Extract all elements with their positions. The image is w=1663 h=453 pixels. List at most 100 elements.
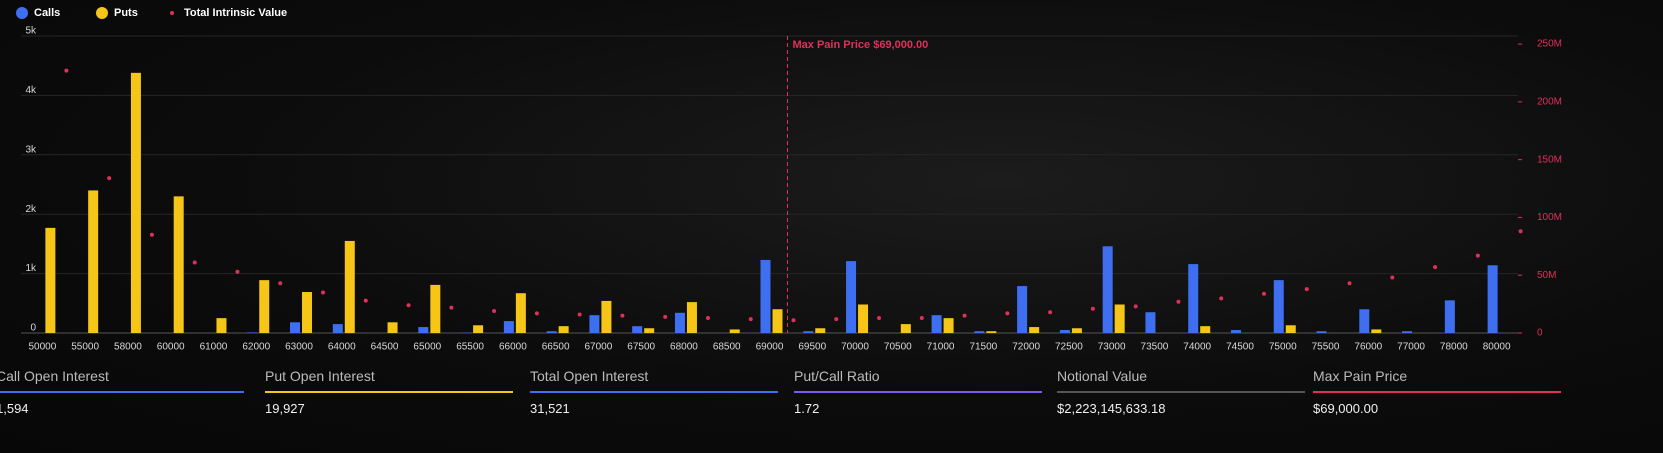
point — [235, 269, 240, 274]
point — [1133, 304, 1138, 309]
bar — [1071, 328, 1082, 333]
stat-card: Put Open Interest 19,927 — [265, 368, 513, 416]
point — [1518, 229, 1523, 234]
bar — [430, 284, 441, 333]
stat-card: Total Open Interest 31,521 — [530, 368, 778, 416]
stat-card: Notional Value $2,223,145,633.18 — [1057, 368, 1305, 416]
x-tick-label: 69500 — [798, 342, 826, 353]
bar — [1029, 327, 1040, 333]
stat-label: Put Open Interest — [265, 368, 375, 384]
y-tick-label: 4k — [25, 85, 37, 96]
x-tick-label: 55000 — [71, 342, 99, 353]
stat-value: 1,594 — [0, 401, 29, 416]
bar — [1359, 309, 1370, 333]
bar — [332, 324, 343, 333]
bar — [1200, 326, 1211, 333]
bar — [515, 293, 526, 333]
bar — [1487, 265, 1498, 333]
point — [192, 260, 197, 265]
x-tick-label: 70000 — [841, 342, 869, 353]
x-tick-label: 62000 — [242, 342, 270, 353]
legend-swatch — [96, 7, 108, 19]
point — [834, 317, 839, 322]
bar — [1059, 330, 1070, 333]
stat-underline — [0, 391, 244, 393]
y2-tick-label: 200M — [1537, 97, 1562, 108]
point — [278, 281, 283, 286]
x-tick-label: 67500 — [627, 342, 655, 353]
x-tick-label: 80000 — [1483, 342, 1511, 353]
bar — [943, 318, 954, 333]
bar — [589, 315, 600, 333]
stat-value: 19,927 — [265, 401, 305, 416]
bar — [1402, 331, 1413, 333]
bar — [130, 72, 141, 333]
bar — [931, 315, 942, 333]
bar — [558, 326, 569, 333]
bar — [803, 331, 814, 333]
x-tick-label: 75000 — [1269, 342, 1297, 353]
x-tick-label: 72000 — [1012, 342, 1040, 353]
y2-tick-label: 250M — [1537, 39, 1562, 50]
x-tick-label: 74500 — [1226, 342, 1254, 353]
x-tick-label: 58000 — [114, 342, 142, 353]
bar — [1444, 300, 1455, 333]
stat-value: $69,000.00 — [1313, 401, 1379, 416]
point — [149, 232, 154, 237]
point — [406, 303, 411, 308]
bar — [1230, 330, 1241, 333]
point — [1347, 281, 1352, 286]
bar — [387, 322, 398, 333]
point — [705, 315, 710, 320]
stat-card: Call Open Interest 1,594 — [0, 368, 244, 416]
bar — [986, 331, 997, 333]
bar — [1114, 304, 1125, 333]
x-tick-label: 71000 — [927, 342, 955, 353]
point — [1390, 275, 1395, 280]
x-tick-label: 50000 — [28, 342, 56, 353]
x-tick-label: 69000 — [756, 342, 784, 353]
bar — [1371, 329, 1382, 333]
x-tick-label: 68500 — [713, 342, 741, 353]
point — [663, 314, 668, 319]
bar — [674, 312, 685, 333]
x-tick-label: 61000 — [200, 342, 228, 353]
point — [1304, 287, 1309, 292]
bar — [418, 327, 429, 333]
point — [577, 312, 582, 317]
bar — [302, 292, 313, 333]
stat-underline — [530, 391, 778, 393]
x-tick-label: 60000 — [157, 342, 185, 353]
bar — [259, 280, 270, 333]
stat-card: Put/Call Ratio 1.72 — [794, 368, 1042, 416]
bar — [216, 318, 227, 333]
bar — [858, 304, 869, 333]
bar — [503, 321, 514, 333]
stat-underline — [1313, 391, 1561, 393]
point — [534, 311, 539, 316]
stat-label: Put/Call Ratio — [794, 368, 880, 384]
legend-swatch — [170, 11, 174, 15]
bar — [632, 326, 643, 333]
bar — [815, 328, 826, 333]
y-tick-label: 5k — [25, 26, 37, 37]
bar — [1285, 325, 1296, 333]
x-tick-label: 67000 — [585, 342, 613, 353]
y-tick-label: 0 — [30, 323, 36, 334]
point — [1475, 253, 1480, 258]
legend-swatch — [16, 7, 28, 19]
x-tick-label: 78000 — [1440, 342, 1468, 353]
bar — [846, 261, 857, 333]
bar — [772, 309, 783, 333]
bar — [1145, 312, 1156, 333]
legend-label: Total Intrinsic Value — [184, 7, 287, 19]
x-tick-label: 74000 — [1183, 342, 1211, 353]
point — [1005, 311, 1010, 316]
point — [1261, 291, 1266, 296]
point — [1090, 306, 1095, 311]
bar — [1273, 280, 1284, 333]
bar — [760, 259, 771, 333]
bar — [601, 300, 612, 333]
x-tick-label: 71500 — [969, 342, 997, 353]
